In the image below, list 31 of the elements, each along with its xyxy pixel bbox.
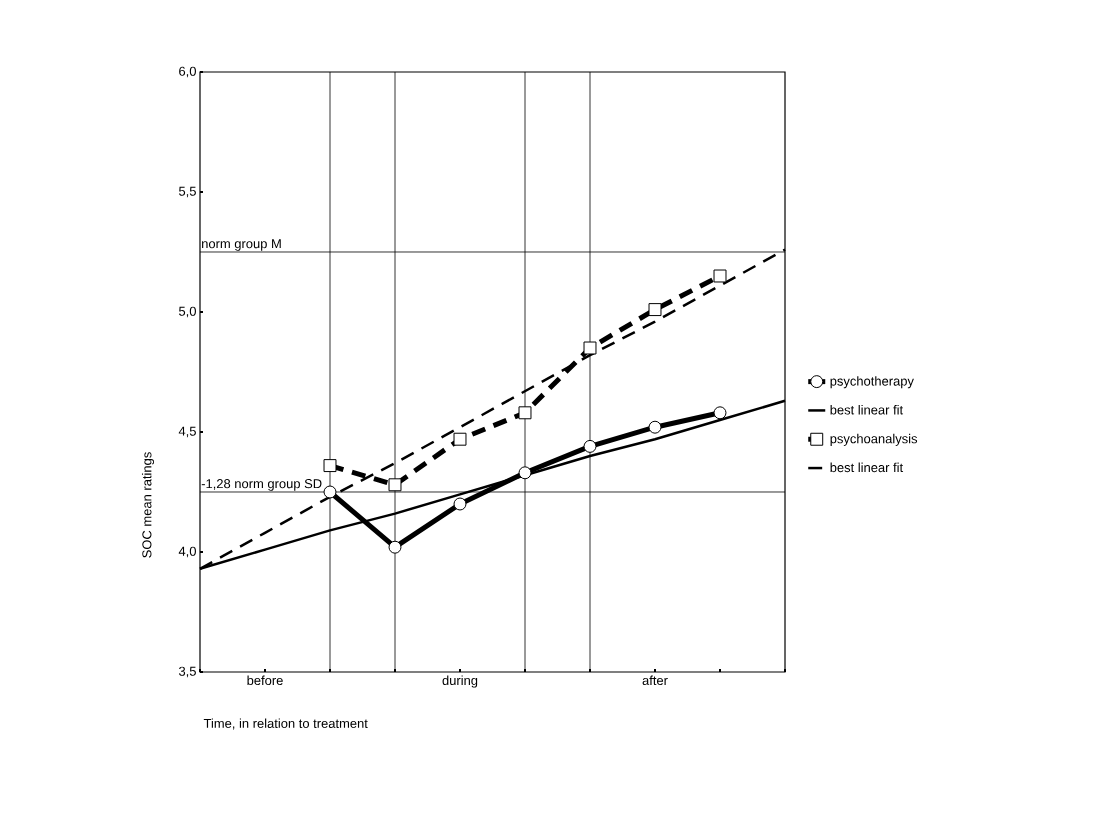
y-tick-label: 4,5 [178,426,196,438]
point [518,466,532,480]
x-tick-label: during [442,675,478,688]
y-tick-label: 6,0 [179,66,196,78]
y-axis-title: SOC mean ratings [141,452,155,558]
legend-label: best linear fit [830,462,904,473]
x-axis-title: Time, in relation to treatment [203,718,368,730]
point [453,432,467,446]
y-tick-label: 5,5 [178,186,196,198]
x-tick-label: before [247,675,283,686]
y-tick-label: 3,5 [178,666,196,678]
ref-line-label: norm group M [202,239,281,251]
point [323,459,337,473]
y-tick-label: 5,0 [178,306,196,318]
point [583,439,597,453]
point [388,540,402,554]
legend-label: best linear fit [830,404,904,415]
legend-label: psychoanalysis [830,433,918,446]
ref-line-label: -1,28 norm group SD [201,479,322,491]
point [648,303,662,317]
point [583,341,597,355]
point [453,497,467,511]
y-tick-label: 4,0 [178,546,196,558]
point [323,485,337,499]
point [518,406,532,420]
point [388,478,402,492]
point [713,269,727,283]
legend-label: psychotherapy [830,376,914,389]
point [713,406,727,420]
point [648,420,662,434]
x-tick-label: after [642,675,668,686]
